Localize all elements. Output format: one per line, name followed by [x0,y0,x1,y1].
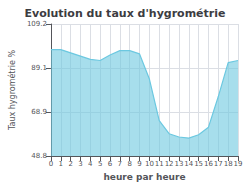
svg-text:19: 19 [234,160,243,168]
svg-text:6: 6 [108,160,113,168]
svg-text:11: 11 [155,160,164,168]
svg-text:16: 16 [204,160,213,168]
svg-text:109.2: 109.2 [27,20,47,28]
svg-text:2: 2 [68,160,72,168]
svg-text:15: 15 [194,160,203,168]
svg-text:18: 18 [224,160,233,168]
svg-text:17: 17 [214,160,223,168]
svg-text:12: 12 [165,160,174,168]
svg-text:3: 3 [78,160,82,168]
svg-text:1: 1 [59,160,63,168]
svg-text:7: 7 [118,160,122,168]
svg-text:9: 9 [137,160,141,168]
svg-text:heure par heure: heure par heure [103,172,185,182]
svg-text:8: 8 [127,160,131,168]
svg-text:68.9: 68.9 [31,108,47,116]
svg-text:4: 4 [88,160,93,168]
svg-text:Taux hygrométrie %: Taux hygrométrie % [7,50,17,132]
svg-text:48.8: 48.8 [31,152,47,160]
svg-text:89.1: 89.1 [31,64,47,72]
svg-text:0: 0 [49,160,53,168]
svg-text:13: 13 [174,160,183,168]
svg-text:Evolution du taux d'hygrométri: Evolution du taux d'hygrométrie [25,7,226,20]
svg-text:5: 5 [98,160,102,168]
svg-text:10: 10 [145,160,154,168]
svg-text:14: 14 [184,160,193,168]
